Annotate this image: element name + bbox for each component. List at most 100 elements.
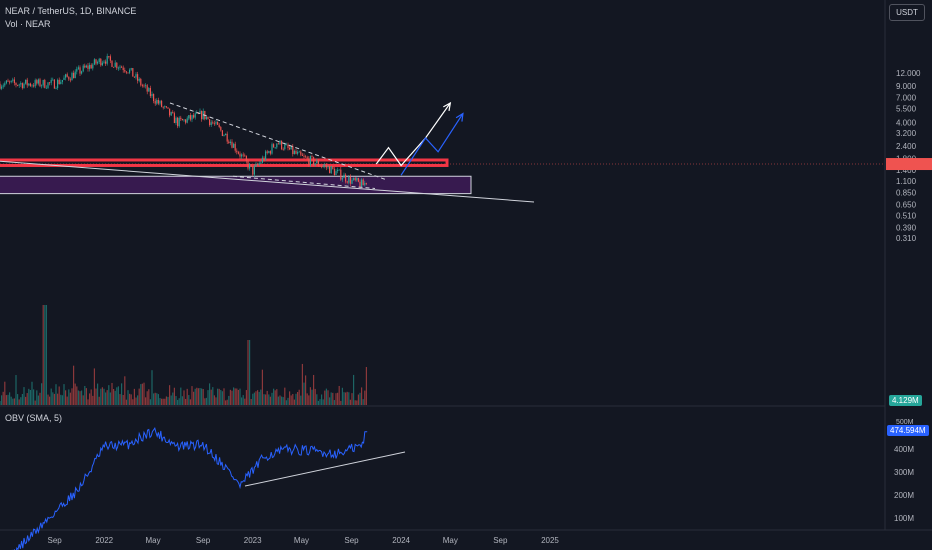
volume-bar [274,390,276,405]
candle [284,144,286,150]
candle [212,122,214,124]
candle [279,140,281,145]
candle [300,151,302,155]
volume-bar [279,395,281,405]
candle [97,61,99,64]
candle [108,56,110,57]
volume-bar [277,396,279,405]
volume-bar [71,388,73,405]
volume-bar [215,397,217,405]
volume-bar [261,369,263,405]
candle [47,82,49,88]
volume-bar [290,395,292,405]
volume-bar [191,386,193,405]
candle [255,163,257,167]
volume-bar [34,400,36,405]
volume-bar [21,393,23,405]
candle [37,79,39,84]
candle [327,166,329,168]
volume-bar [100,388,102,405]
candle [333,168,335,176]
volume-bar [23,387,25,405]
volume-bar [263,394,265,405]
candle [169,108,171,116]
candle [186,118,188,123]
price-tick-label: 7.000 [896,94,917,103]
candle [76,68,78,72]
volume-bar [249,340,251,405]
candle [305,156,307,158]
volume-bar [180,387,182,405]
volume-bar [84,385,86,405]
volume-bar [60,394,62,405]
candle [132,68,134,77]
candle [348,176,350,183]
volume-bar [199,388,201,405]
volume-bar [330,392,332,405]
volume-bar [306,393,308,405]
volume-bar [329,397,331,405]
price-tick-label: 5.500 [896,104,917,113]
volume-bar [7,394,9,405]
candle [340,169,342,180]
dashed-resistance-line [169,102,386,180]
volume-bar [186,388,188,405]
volume-bar [42,305,44,405]
volume-bar [341,387,343,405]
candle [167,107,169,109]
candle [85,65,87,68]
candle [231,141,233,148]
candle [205,116,207,120]
current-price-marker [886,158,932,171]
candle [337,169,339,172]
candle [1,86,3,89]
obv-legend-label[interactable]: OBV (SMA, 5) [5,413,63,423]
volume-bar [41,383,43,405]
time-tick-label: Sep [344,536,359,545]
volume-bar [357,394,359,405]
time-tick-label: 2024 [392,536,410,545]
candle [79,67,81,74]
candle [23,83,25,89]
candle [129,69,131,73]
volume-bar [173,387,175,405]
symbol-title[interactable]: NEAR / TetherUS, 1D, BINANCE [5,6,137,16]
volume-bar [257,390,259,405]
candle [58,79,60,85]
candle [13,79,15,83]
candle [41,85,43,87]
volume-bar [273,388,275,405]
volume-bar [119,394,121,405]
candle [309,156,311,166]
volume-bar [297,391,299,405]
candle [345,174,347,182]
candle [233,143,235,148]
volume-bar [18,399,20,405]
candle [87,65,89,69]
price-tick-label: 0.310 [896,234,917,243]
time-tick-label: May [145,536,160,545]
volume-bar [61,395,63,405]
candle [122,67,124,71]
candle [49,82,51,84]
volume-bar [225,400,227,405]
candle [119,66,121,68]
currency-button[interactable]: USDT [889,4,925,21]
volume-bar [141,383,143,405]
volume-bar [82,395,84,405]
volume-bar [231,390,233,405]
candle [65,74,67,78]
volume-bar [111,382,113,405]
candle [73,72,75,79]
volume-bar [260,389,262,405]
volume-bar [177,399,179,405]
candle [335,171,337,176]
volume-bar [287,397,289,405]
volume-bar [253,392,255,405]
volume-legend-label[interactable]: Vol · NEAR [5,19,51,29]
candle [82,65,84,72]
volume-bar [221,391,223,405]
volume-bar [255,391,257,405]
candle [20,83,22,85]
